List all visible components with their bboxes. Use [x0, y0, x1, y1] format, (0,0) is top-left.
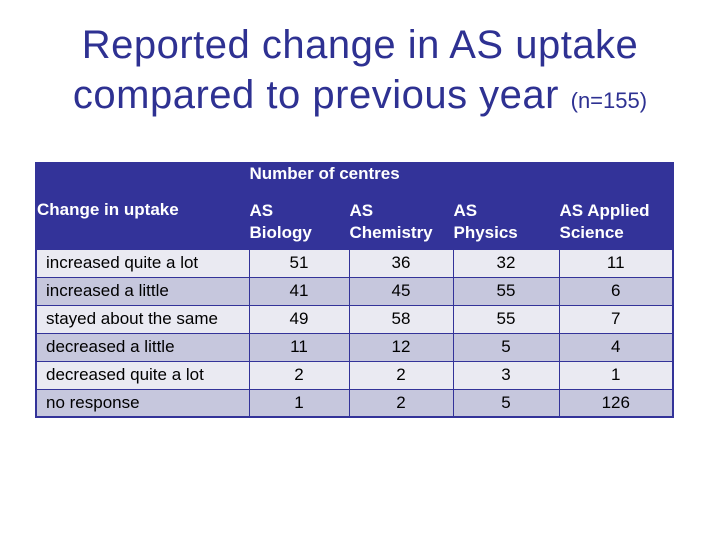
title-line2: compared to previous year: [72, 73, 559, 117]
cell-biology: 51: [248, 248, 350, 278]
cell-physics: 5: [452, 332, 560, 362]
table-row: no response 1 2 5 126: [35, 388, 674, 418]
cell-chemistry: 45: [348, 276, 454, 306]
row-label: increased a little: [35, 276, 250, 306]
cell-biology: 11: [248, 332, 350, 362]
table-column-header-row: Change in uptake AS Biology AS Chemistry…: [35, 198, 674, 250]
row-label: no response: [35, 388, 250, 418]
cell-applied-science: 7: [558, 304, 674, 334]
cell-biology: 1: [248, 388, 350, 418]
row-label: increased quite a lot: [35, 248, 250, 278]
table-row: decreased quite a lot 2 2 3 1: [35, 360, 674, 390]
slide-title: Reported change in AS uptake compared to …: [0, 20, 720, 126]
title-line1: Reported change in AS uptake: [81, 23, 639, 67]
column-header-as-applied-science: AS Applied Science: [558, 198, 674, 250]
uptake-table: Number of centres Change in uptake AS Bi…: [35, 162, 675, 418]
column-header-as-chemistry: AS Chemistry: [348, 198, 454, 250]
cell-applied-science: 1: [558, 360, 674, 390]
table-super-header-row: Number of centres: [35, 162, 674, 200]
cell-applied-science: 4: [558, 332, 674, 362]
cell-physics: 55: [452, 276, 560, 306]
cell-physics: 5: [452, 388, 560, 418]
cell-applied-science: 6: [558, 276, 674, 306]
table-row: increased quite a lot 51 36 32 11: [35, 248, 674, 278]
cell-chemistry: 2: [348, 388, 454, 418]
cell-applied-science: 126: [558, 388, 674, 418]
table-super-header: Number of centres: [248, 162, 674, 200]
column-header-change-in-uptake: Change in uptake: [35, 198, 250, 250]
table-row: stayed about the same 49 58 55 7: [35, 304, 674, 334]
cell-physics: 3: [452, 360, 560, 390]
cell-physics: 32: [452, 248, 560, 278]
row-label: decreased quite a lot: [35, 360, 250, 390]
cell-chemistry: 58: [348, 304, 454, 334]
cell-biology: 49: [248, 304, 350, 334]
column-header-as-biology: AS Biology: [248, 198, 350, 250]
header-corner-cell: [35, 162, 250, 200]
cell-biology: 41: [248, 276, 350, 306]
cell-chemistry: 2: [348, 360, 454, 390]
cell-physics: 55: [452, 304, 560, 334]
cell-chemistry: 36: [348, 248, 454, 278]
row-label: stayed about the same: [35, 304, 250, 334]
table-row: decreased a little 11 12 5 4: [35, 332, 674, 362]
cell-biology: 2: [248, 360, 350, 390]
table-row: increased a little 41 45 55 6: [35, 276, 674, 306]
cell-chemistry: 12: [348, 332, 454, 362]
cell-applied-science: 11: [558, 248, 674, 278]
column-header-as-physics: AS Physics: [452, 198, 560, 250]
row-label: decreased a little: [35, 332, 250, 362]
title-sample-size-note: (n=155): [570, 88, 648, 113]
